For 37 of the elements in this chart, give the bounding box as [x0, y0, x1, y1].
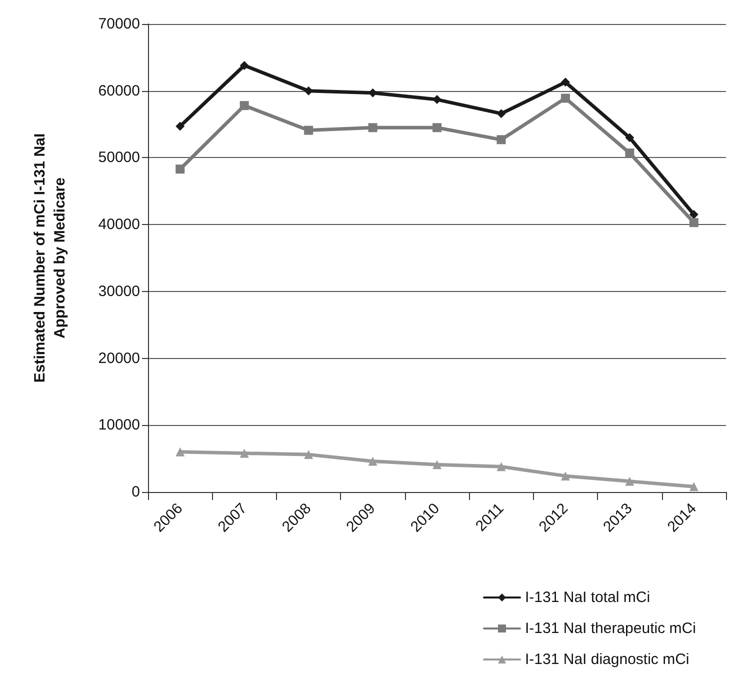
- point: [176, 164, 185, 174]
- y-tick-label: 50000: [98, 149, 140, 166]
- point: [560, 94, 570, 103]
- point: [689, 210, 698, 220]
- point: [176, 447, 185, 456]
- y-tick-label: 0: [132, 484, 140, 500]
- point: [176, 122, 185, 131]
- point: [368, 123, 378, 132]
- point: [689, 482, 698, 492]
- legend-label: I-131 NaI total mCi: [525, 589, 650, 606]
- point: [560, 78, 570, 87]
- point: [240, 60, 249, 70]
- y-tick-label: 40000: [98, 216, 140, 234]
- point: [368, 456, 378, 466]
- point: [304, 450, 314, 460]
- y-tick-label: 70000: [98, 16, 140, 32]
- point: [240, 101, 249, 110]
- y-tick-label: 30000: [98, 282, 140, 300]
- y-tick-label: 10000: [98, 416, 140, 434]
- point: [689, 218, 698, 228]
- legend-label: I-131 NaI diagnostic mCi: [525, 651, 690, 668]
- point: [496, 462, 506, 472]
- y-tick-label: 20000: [98, 350, 140, 367]
- point: [560, 471, 570, 480]
- point: [432, 95, 442, 104]
- point: [240, 448, 249, 458]
- legend-label: I-131 NaI therapeutic mCi: [525, 620, 696, 637]
- point: [432, 123, 442, 132]
- point: [625, 133, 634, 142]
- point: [496, 109, 506, 118]
- y-axis-title: Estimated Number of mCi I-131 NaI Approved by Medicare: [32, 133, 68, 383]
- point: [304, 126, 314, 135]
- point: [625, 148, 634, 158]
- point: [432, 460, 442, 470]
- point: [496, 135, 506, 144]
- y-tick-label: 60000: [98, 82, 140, 100]
- point: [625, 476, 634, 486]
